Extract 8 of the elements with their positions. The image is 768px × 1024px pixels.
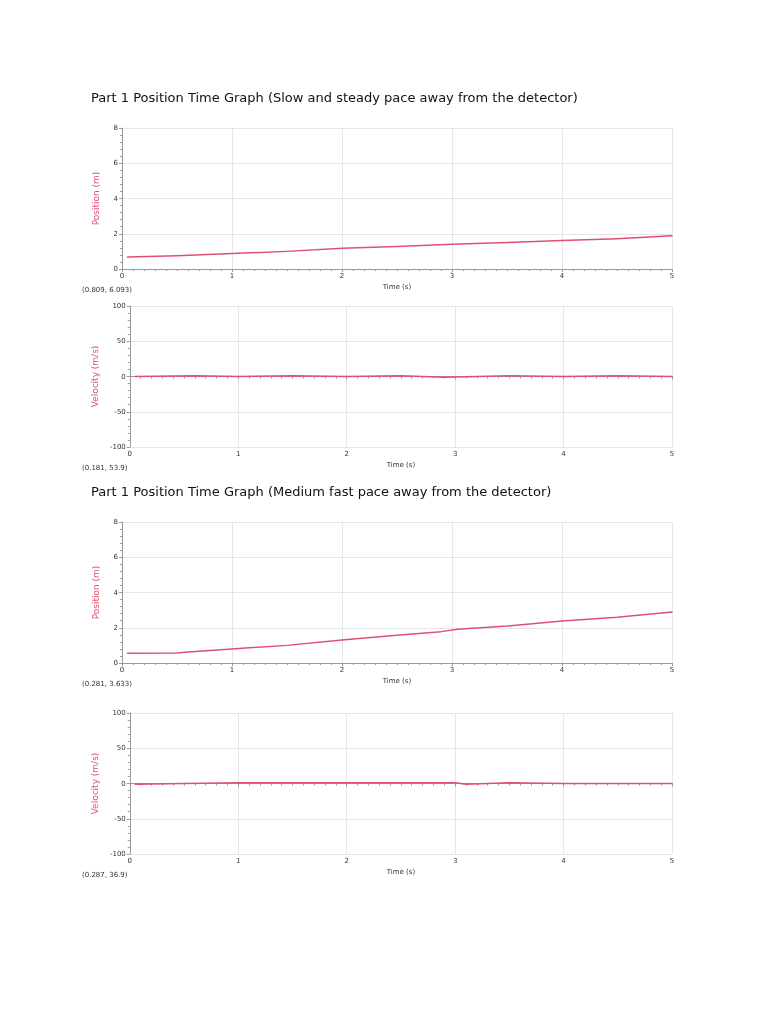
line-series	[126, 611, 673, 655]
chart-title: Part 1 Position Time Graph (Slow and steady pace away from the detector)	[91, 89, 579, 107]
chart-title: Part 1 Position Time Graph (Medium fast pace away from the detector)	[91, 483, 553, 501]
y-axis-title: Velocity (m/s)	[89, 752, 100, 815]
y-axis-title: Position (m)	[90, 171, 101, 226]
y-axis-title: Position (m)	[90, 565, 101, 620]
line-series	[126, 235, 673, 258]
y-axis-title: Velocity (m/s)	[89, 345, 100, 408]
